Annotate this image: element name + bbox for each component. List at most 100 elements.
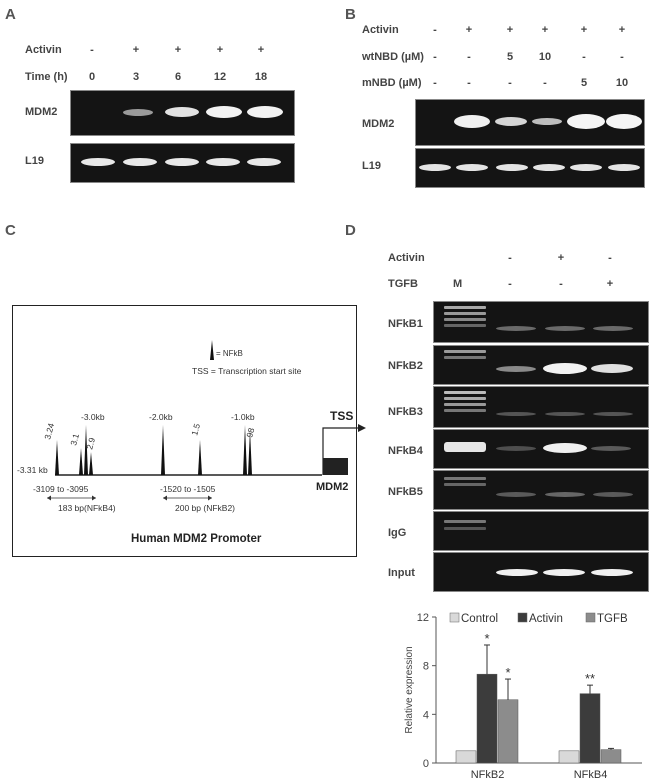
ladder-band <box>444 403 486 406</box>
d-gel-nfkb3 <box>433 386 649 428</box>
promoter-diagram-box <box>12 305 357 557</box>
fragment2-label: 200 bp (NFkB2) <box>175 503 235 513</box>
tss-arrowhead <box>358 424 366 432</box>
gel-band <box>608 164 640 171</box>
panel-b-label: B <box>345 6 356 23</box>
gel-band <box>206 106 242 118</box>
peak-label: -3.0kb <box>81 412 105 422</box>
a-activin-tick: + <box>132 44 140 56</box>
legend-nfkb-text: = NFkB <box>216 349 243 358</box>
ladder-band <box>444 397 486 400</box>
gel-band <box>591 364 633 373</box>
ladder-band <box>444 350 486 353</box>
peak-label: 98 <box>244 427 256 439</box>
d-gel-nfkb2 <box>433 345 649 385</box>
a-time-row-label: Time (h) <box>25 71 68 83</box>
b-activin-tick: + <box>465 24 473 36</box>
y-axis-label: Relative expression <box>404 646 415 733</box>
bar <box>455 750 477 764</box>
ladder-band <box>444 520 486 523</box>
peak-label: 3.1 <box>68 432 81 446</box>
b-wtnbd-tick: - <box>620 51 624 63</box>
mdm2-gene-box <box>323 458 348 475</box>
range2-label: -1520 to -1505 <box>160 484 216 494</box>
a-activin-row-label: Activin <box>25 44 62 56</box>
y-tick-label: 8 <box>423 661 429 673</box>
d-tgfb-tick: - <box>559 278 563 290</box>
significance-marker: * <box>505 665 510 680</box>
peak-label: -2.0kb <box>149 412 173 422</box>
bar <box>579 693 601 764</box>
relative-expression-chart: 0 4 8 12 Relative expression Control Activin TG… <box>404 612 642 781</box>
promoter-title: Human MDM2 Promoter <box>131 533 262 545</box>
d-gel-label: NFkB4 <box>388 445 423 457</box>
gel-band <box>206 158 240 166</box>
mdm2-gene-label: MDM2 <box>316 481 348 493</box>
gel-band <box>496 412 536 416</box>
gel-band <box>570 164 602 171</box>
gel-band <box>496 366 536 372</box>
ladder-band <box>444 483 486 486</box>
b-wtnbd-row-label: wtNBD (µM) <box>362 51 424 63</box>
gel-band <box>593 326 633 331</box>
gel-band <box>123 158 157 166</box>
tss-label: TSS <box>330 409 353 423</box>
b-mnbd-tick: - <box>543 77 547 89</box>
d-gel-label: Input <box>388 567 415 579</box>
y-tick-label: 0 <box>423 758 429 770</box>
panel-a-label: A <box>5 6 16 23</box>
gel-band <box>123 109 153 116</box>
ladder-band <box>444 527 486 530</box>
legend-label: Control <box>461 613 498 625</box>
d-activin-tick: - <box>508 252 512 264</box>
b-mnbd-row-label: mNBD (µM) <box>362 77 422 89</box>
gel-band <box>496 164 528 171</box>
b-wtnbd-tick: - <box>467 51 471 63</box>
legend-label: TGFB <box>597 613 628 625</box>
gel-band <box>606 114 642 129</box>
d-gel-label: NFkB5 <box>388 486 423 498</box>
peak-label: 3.24 <box>42 422 56 441</box>
b-activin-tick: + <box>506 24 514 36</box>
y-tick-label: 4 <box>423 709 429 721</box>
bar <box>558 750 580 764</box>
a-activin-tick: - <box>90 44 94 56</box>
a-gel-l19 <box>70 143 295 183</box>
nfkb-peak <box>79 448 83 475</box>
x-category-label: NFkB2 <box>471 769 505 781</box>
promoter-start-label: -3.31 kb <box>17 465 48 475</box>
nfkb-peak <box>248 430 252 475</box>
a-time-tick: 3 <box>132 71 140 83</box>
range2-arrowhead-right <box>208 495 212 501</box>
peak-label: 2.9 <box>84 436 97 450</box>
gel-band <box>591 446 631 451</box>
legend-swatch <box>517 612 528 623</box>
gel-band <box>456 164 488 171</box>
range2-arrowhead-left <box>163 495 167 501</box>
b-activin-row-label: Activin <box>362 24 399 36</box>
b-wtnbd-tick: 10 <box>538 51 552 63</box>
a-gel-mdm2 <box>70 90 295 136</box>
nfkb-peak <box>243 425 247 475</box>
gel-band <box>593 412 633 416</box>
legend-label: Activin <box>529 613 563 625</box>
range1-arrowhead-left <box>47 495 51 501</box>
b-mnbd-tick: - <box>508 77 512 89</box>
gel-band <box>545 326 585 331</box>
range1-arrowhead-right <box>92 495 96 501</box>
ladder-band <box>444 409 486 412</box>
bar <box>600 749 622 764</box>
nfkb-peak <box>161 425 165 475</box>
d-tgfb-tick: + <box>606 278 614 290</box>
ladder-band <box>444 318 486 321</box>
d-activin-row-label: Activin <box>388 252 425 264</box>
d-gel-input <box>433 552 649 592</box>
peak-label: 1.5 <box>189 422 202 436</box>
d-tgfb-tick: - <box>508 278 512 290</box>
d-tgfb-row-label: TGFB <box>388 278 418 290</box>
a-time-tick: 6 <box>174 71 182 83</box>
gel-band <box>543 363 587 374</box>
d-gel-igg <box>433 511 649 551</box>
b-wtnbd-tick: - <box>433 51 437 63</box>
bar <box>497 699 519 764</box>
